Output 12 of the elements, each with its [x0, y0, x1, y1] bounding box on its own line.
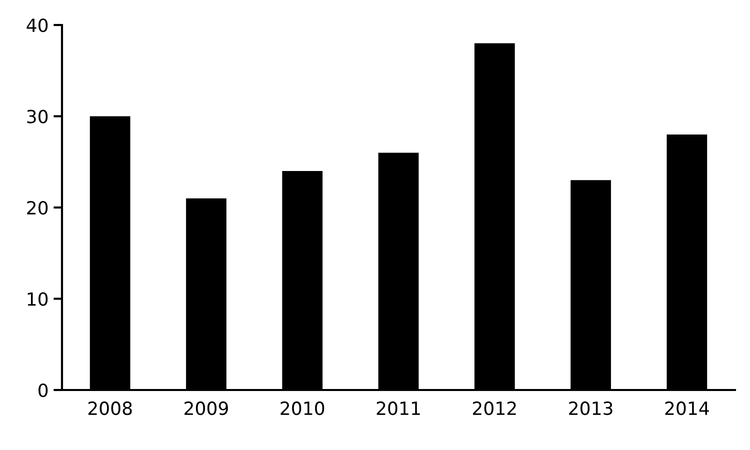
x-tick-label: 2011	[376, 401, 420, 416]
y-tick-label: 20	[27, 200, 48, 215]
x-tick-label: 2010	[280, 401, 324, 416]
x-tick-label: 2008	[88, 401, 132, 416]
x-tick-label: 2009	[184, 401, 228, 416]
y-tick-label: 0	[38, 383, 48, 398]
x-tick-label: 2013	[569, 401, 612, 416]
y-tick-label: 10	[28, 292, 48, 306]
x-tick-label: 2014	[665, 401, 709, 416]
x-tick-label: 2012	[472, 401, 516, 416]
y-tick-label: 40	[26, 18, 48, 32]
y-tick-label: 30	[27, 110, 48, 124]
